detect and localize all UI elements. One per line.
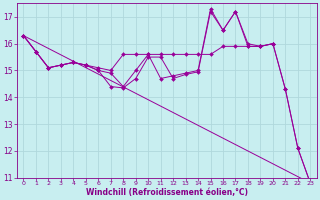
X-axis label: Windchill (Refroidissement éolien,°C): Windchill (Refroidissement éolien,°C) (86, 188, 248, 197)
